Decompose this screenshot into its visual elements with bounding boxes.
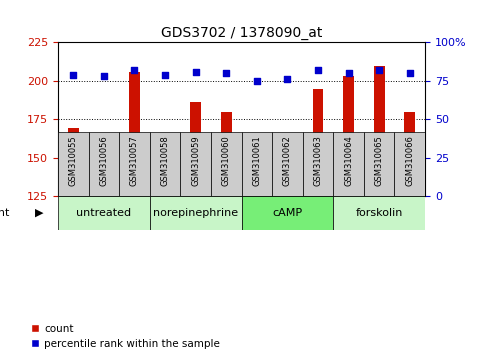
Point [375, 67, 383, 73]
FancyBboxPatch shape [333, 196, 425, 230]
FancyBboxPatch shape [58, 196, 150, 230]
Bar [190, 102, 201, 196]
FancyBboxPatch shape [119, 132, 150, 196]
FancyBboxPatch shape [364, 132, 395, 196]
FancyBboxPatch shape [303, 132, 333, 196]
Point [222, 70, 230, 76]
FancyBboxPatch shape [333, 132, 364, 196]
Point [161, 72, 169, 78]
FancyBboxPatch shape [242, 196, 333, 230]
Text: GSM310063: GSM310063 [313, 136, 323, 186]
Bar [252, 182, 262, 196]
Bar [374, 65, 384, 196]
Text: untreated: untreated [76, 208, 131, 218]
Bar [404, 112, 415, 196]
Point [130, 67, 138, 73]
Point [406, 70, 413, 76]
Bar [221, 112, 231, 196]
Text: GSM310066: GSM310066 [405, 136, 414, 186]
Bar [160, 138, 170, 196]
FancyBboxPatch shape [58, 132, 88, 196]
Bar [99, 147, 109, 196]
Point [345, 70, 353, 76]
Text: GSM310055: GSM310055 [69, 136, 78, 186]
Text: GSM310056: GSM310056 [99, 136, 108, 186]
Text: GSM310058: GSM310058 [160, 136, 170, 186]
FancyBboxPatch shape [272, 132, 303, 196]
Point [100, 73, 108, 79]
Bar [343, 76, 354, 196]
Point [284, 76, 291, 82]
Point [192, 69, 199, 74]
Text: GSM310060: GSM310060 [222, 136, 231, 186]
FancyBboxPatch shape [88, 132, 119, 196]
Title: GDS3702 / 1378090_at: GDS3702 / 1378090_at [161, 26, 322, 40]
Text: forskolin: forskolin [355, 208, 403, 218]
Point [314, 67, 322, 73]
FancyBboxPatch shape [150, 132, 180, 196]
Text: ▶: ▶ [35, 208, 43, 218]
Text: GSM310065: GSM310065 [375, 136, 384, 186]
Bar [68, 129, 79, 196]
Legend: count, percentile rank within the sample: count, percentile rank within the sample [29, 324, 220, 349]
Point [70, 72, 77, 78]
Text: GSM310057: GSM310057 [130, 136, 139, 186]
FancyBboxPatch shape [242, 132, 272, 196]
FancyBboxPatch shape [395, 132, 425, 196]
Text: agent: agent [0, 208, 10, 218]
Text: GSM310061: GSM310061 [252, 136, 261, 186]
Text: norepinephrine: norepinephrine [153, 208, 238, 218]
Bar [282, 165, 293, 196]
Point [253, 78, 261, 84]
Text: GSM310064: GSM310064 [344, 136, 353, 186]
Text: cAMP: cAMP [272, 208, 302, 218]
Bar [313, 88, 323, 196]
Text: GSM310062: GSM310062 [283, 136, 292, 186]
Bar [129, 72, 140, 196]
FancyBboxPatch shape [150, 196, 242, 230]
Text: GSM310059: GSM310059 [191, 136, 200, 186]
FancyBboxPatch shape [180, 132, 211, 196]
FancyBboxPatch shape [211, 132, 242, 196]
